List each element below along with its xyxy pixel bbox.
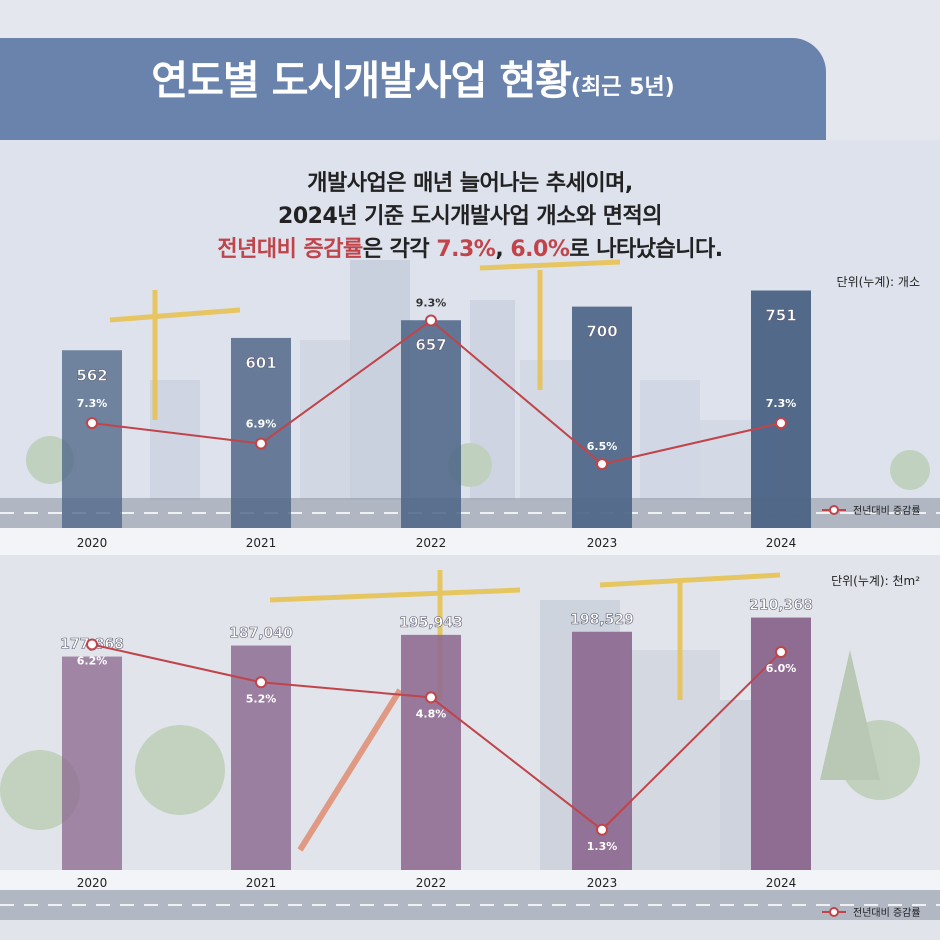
bar-value-label: 601 (245, 354, 276, 372)
year-tick-label: 2020 (77, 536, 108, 550)
bar-value-label: 198,529 (570, 612, 634, 628)
rate-label: 6.5% (587, 440, 618, 453)
bar-value-label: 751 (765, 306, 796, 324)
bar-value-label: 195,943 (399, 615, 463, 631)
year-tick-label: 2024 (766, 536, 797, 550)
page-title-suffix: (최근 5년) (570, 75, 675, 100)
year-tick-label: 2022 (416, 536, 447, 550)
legend-label: 전년대비 증감률 (853, 505, 921, 517)
legend-marker (829, 907, 839, 917)
legend: 전년대비 증감률 (822, 907, 921, 919)
rate-point (596, 823, 608, 836)
bar-value-label: 657 (415, 336, 446, 354)
bar-value-label: 187,040 (229, 626, 293, 642)
summary-highlight: 전년대비 증감률 (217, 237, 363, 262)
rate-point (425, 314, 437, 327)
bar-2021 (231, 337, 291, 528)
legend-label: 전년대비 증감률 (853, 907, 921, 919)
bar-2023 (572, 306, 632, 528)
summary-line-2: 2024년 기준 도시개발사업 개소와 면적의 (278, 204, 662, 229)
rate-label: 5.2% (246, 692, 277, 705)
summary-line-3: 전년대비 증감률은 각각 7.3%, 6.0%로 나타났습니다. (217, 237, 723, 262)
rate-label: 6.9% (246, 418, 277, 431)
bar-2022 (401, 320, 461, 528)
rate-label: 1.3% (587, 840, 618, 853)
rate-label: 6.2% (77, 654, 108, 667)
rate-point (86, 638, 98, 651)
rate-point (775, 646, 787, 659)
rate-label: 7.3% (766, 397, 797, 410)
title-banner (0, 38, 826, 140)
bar-value-label: 562 (76, 366, 107, 384)
rate-point (255, 437, 267, 450)
rate-label: 9.3% (416, 297, 447, 310)
year-tick-label: 2021 (246, 876, 277, 890)
rate-label: 4.8% (416, 707, 447, 720)
unit-label-count: 단위(누계): 개소 (836, 275, 920, 289)
bar-value-label: 210,368 (749, 598, 813, 614)
year-tick-label: 2021 (246, 536, 277, 550)
chart-1: 562 2020 601 2021 657 2022 700 2023 751 2024 7.3% 6… (62, 290, 921, 550)
summary-value-count: 7.3% (436, 237, 496, 262)
rate-label: 6.0% (766, 662, 797, 675)
bar-2024 (751, 617, 811, 870)
bar-2024 (751, 290, 811, 528)
bar-value-label: 700 (586, 323, 617, 341)
rate-point (255, 676, 267, 689)
bar-2020 (62, 350, 122, 528)
summary-line-1: 개발사업은 매년 늘어나는 추세이며, (307, 171, 633, 196)
rate-point (86, 417, 98, 430)
page-title: 연도별 도시개발사업 현황(최근 5년) (151, 58, 675, 104)
year-tick-label: 2023 (587, 876, 618, 890)
bar-2022 (401, 634, 461, 870)
chart-2: 177,8682020187,0402021195,9432022198,529… (60, 597, 921, 919)
rate-point (425, 691, 437, 704)
legend: 전년대비 증감률 (822, 505, 921, 517)
year-tick-label: 2020 (77, 876, 108, 890)
legend-marker (829, 505, 839, 515)
summary-text: 개발사업은 매년 늘어나는 추세이며, 2024년 기준 도시개발사업 개소와 … (0, 167, 940, 266)
year-tick-label: 2024 (766, 876, 797, 890)
year-tick-label: 2022 (416, 876, 447, 890)
rate-label: 7.3% (77, 397, 108, 410)
rate-point (775, 417, 787, 430)
bar-2020 (62, 656, 122, 870)
year-tick-label: 2023 (587, 536, 618, 550)
unit-label-area: 단위(누계): 천m² (831, 574, 920, 588)
rate-point (596, 458, 608, 471)
summary-value-area: 6.0% (510, 237, 570, 262)
